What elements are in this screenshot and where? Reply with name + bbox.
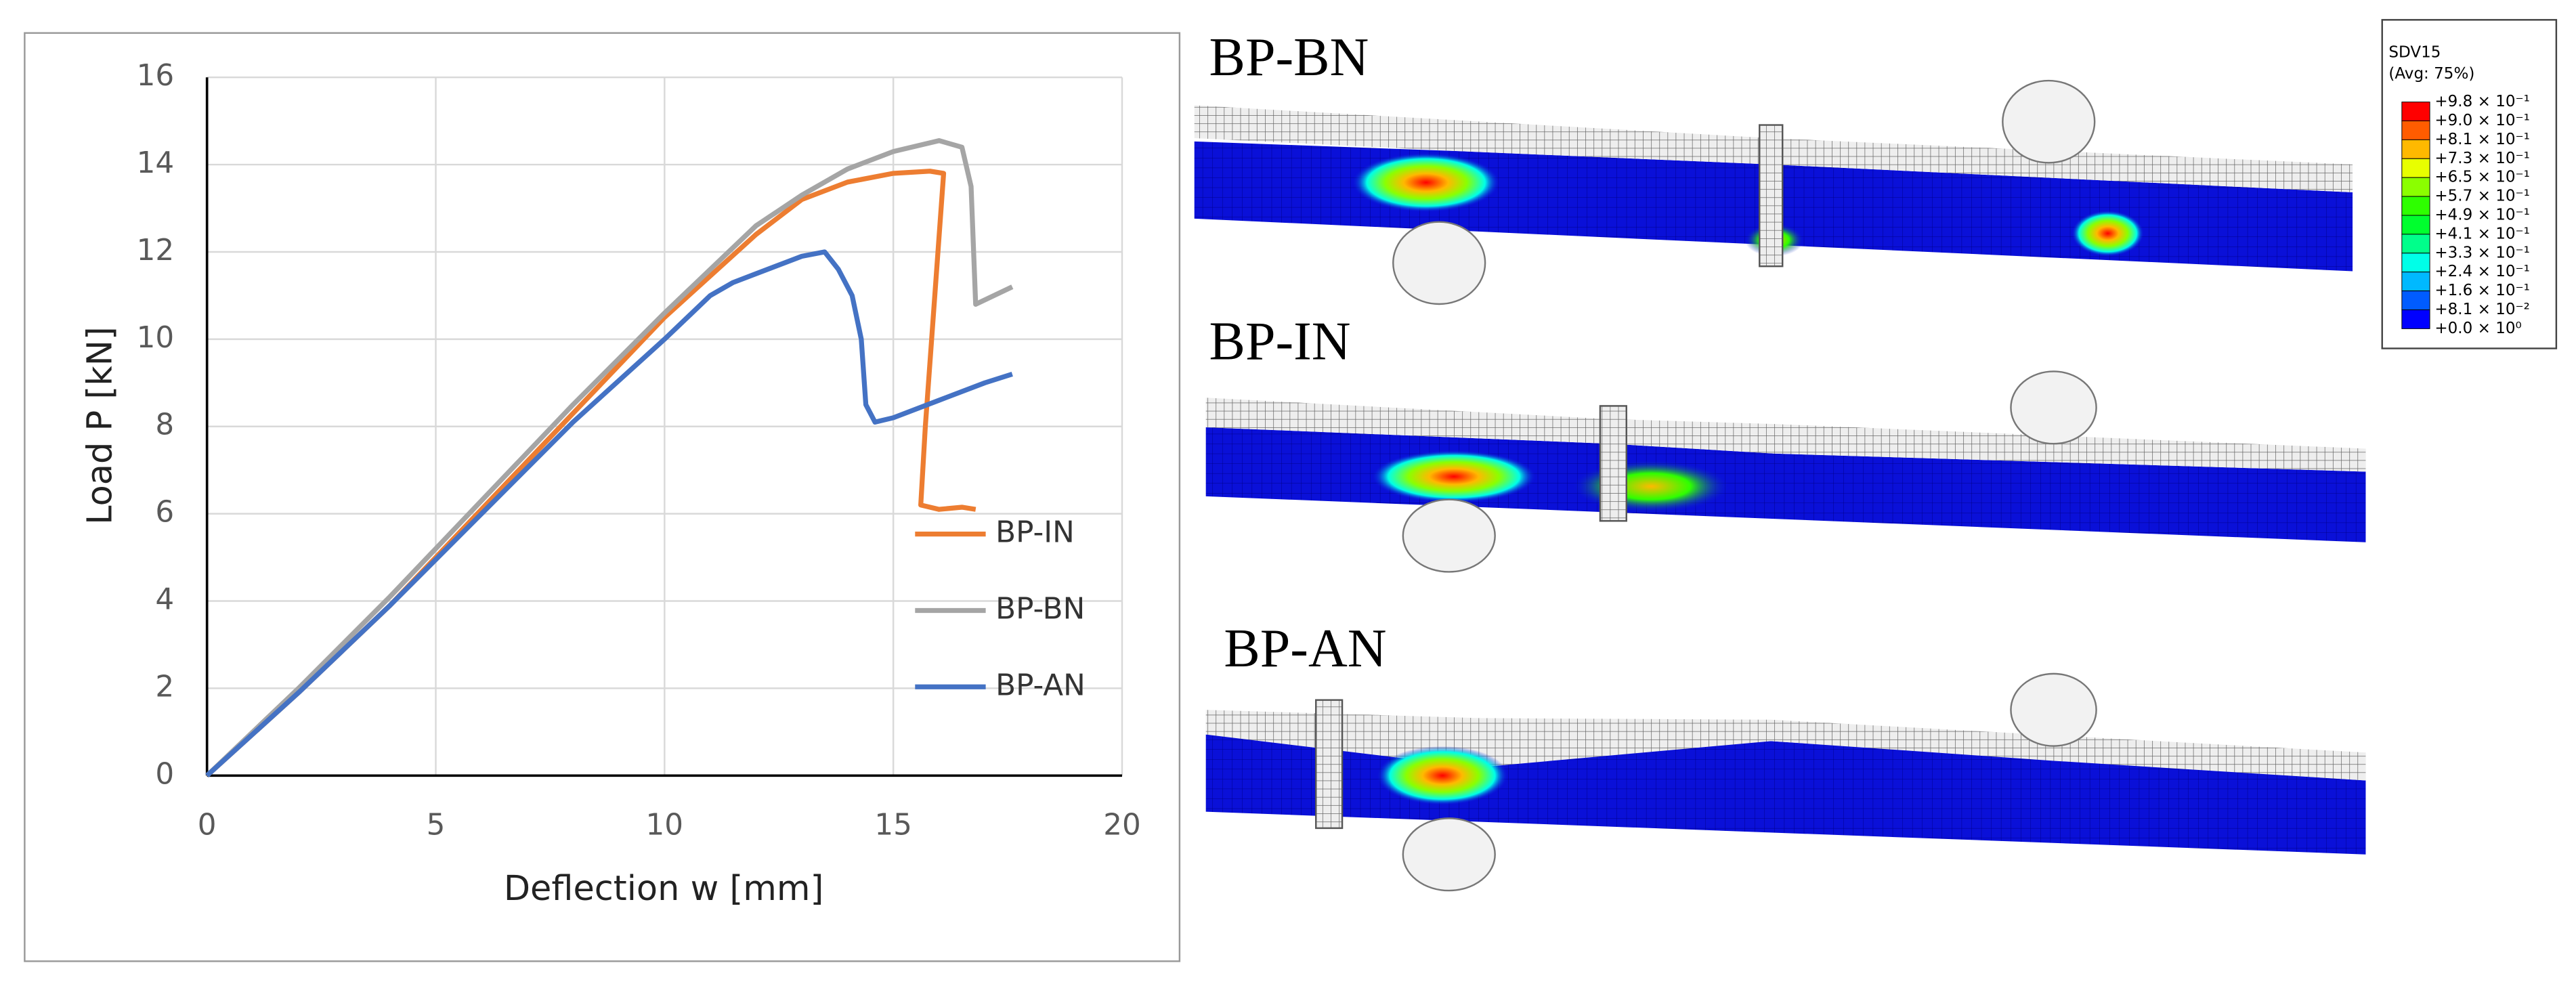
contour-swatch (2401, 158, 2430, 178)
y-tick-label: 4 (155, 582, 174, 617)
contour-swatch (2401, 177, 2430, 197)
fe-panel: BP-AN (1205, 619, 2366, 892)
x-tick-label: 10 (646, 807, 684, 842)
contour-label: +7.3 × 10⁻¹ (2434, 150, 2530, 167)
contour-swatch (2401, 196, 2430, 216)
contour-legend-subtitle: (Avg: 75%) (2388, 65, 2474, 83)
y-tick-label: 8 (155, 408, 174, 442)
y-axis-title: Load P [kN] (80, 326, 120, 525)
panel-label: BP-AN (1224, 619, 1386, 679)
contour-swatch (2401, 253, 2430, 273)
contour-swatch (2401, 291, 2430, 310)
contour-swatch (2401, 234, 2430, 254)
contour-label: +8.1 × 10⁻² (2434, 301, 2530, 318)
chart-frame (24, 32, 1181, 962)
contour-label: +6.5 × 10⁻¹ (2434, 169, 2530, 186)
y-tick-label: 2 (155, 669, 174, 704)
fe-panel: BP-BN (1194, 28, 2353, 305)
x-tick-label: 15 (874, 807, 912, 842)
x-tick-label: 0 (198, 807, 217, 842)
y-tick-label: 12 (137, 233, 175, 267)
legend-label: BP-BN (995, 591, 1085, 626)
x-tick-label: 5 (427, 807, 446, 842)
panel-label: BP-BN (1209, 28, 1369, 87)
legend-label: BP-AN (995, 668, 1086, 702)
y-tick-label: 16 (137, 58, 175, 93)
contour-label: +2.4 × 10⁻¹ (2434, 263, 2530, 280)
y-tick-label: 6 (155, 495, 174, 530)
contour-swatch (2401, 309, 2430, 329)
series-line (205, 138, 1014, 777)
contour-legend: SDV15 (Avg: 75%) +9.8 × 10⁻¹ +9.0 × 10⁻¹ +… (2381, 19, 2558, 349)
contour-label: +1.6 × 10⁻¹ (2434, 282, 2530, 299)
contour-label: +0.0 × 10⁰ (2434, 320, 2521, 337)
contour-swatch (2401, 121, 2430, 140)
panel-label: BP-IN (1209, 312, 1351, 371)
contour-label: +4.9 × 10⁻¹ (2434, 207, 2530, 224)
contour-label: +8.1 × 10⁻¹ (2434, 131, 2530, 148)
line-chart: 0 2 4 6 8 10 12 14 16 0 5 10 15 20 BP-IN BP-BN BP-AN (137, 58, 1141, 842)
contour-swatch (2401, 272, 2430, 292)
contour-label: +5.7 × 10⁻¹ (2434, 188, 2530, 205)
x-axis-title: Deflection w [mm] (504, 869, 824, 909)
legend-label: BP-IN (995, 515, 1075, 550)
contour-label: +9.8 × 10⁻¹ (2434, 93, 2530, 110)
contour-swatch (2401, 139, 2430, 159)
fe-panel: BP-IN (1205, 312, 2366, 573)
contour-swatch (2401, 215, 2430, 235)
contour-swatch (2401, 102, 2430, 121)
contour-label: +4.1 × 10⁻¹ (2434, 225, 2530, 242)
contour-label: +3.3 × 10⁻¹ (2434, 244, 2530, 261)
y-tick-label: 0 (155, 756, 174, 791)
x-tick-label: 20 (1103, 807, 1141, 842)
contour-label: +9.0 × 10⁻¹ (2434, 112, 2530, 129)
series-line (205, 249, 1013, 777)
contour-legend-title: SDV15 (2388, 43, 2441, 61)
y-tick-label: 10 (137, 320, 175, 355)
y-tick-label: 14 (137, 146, 175, 180)
